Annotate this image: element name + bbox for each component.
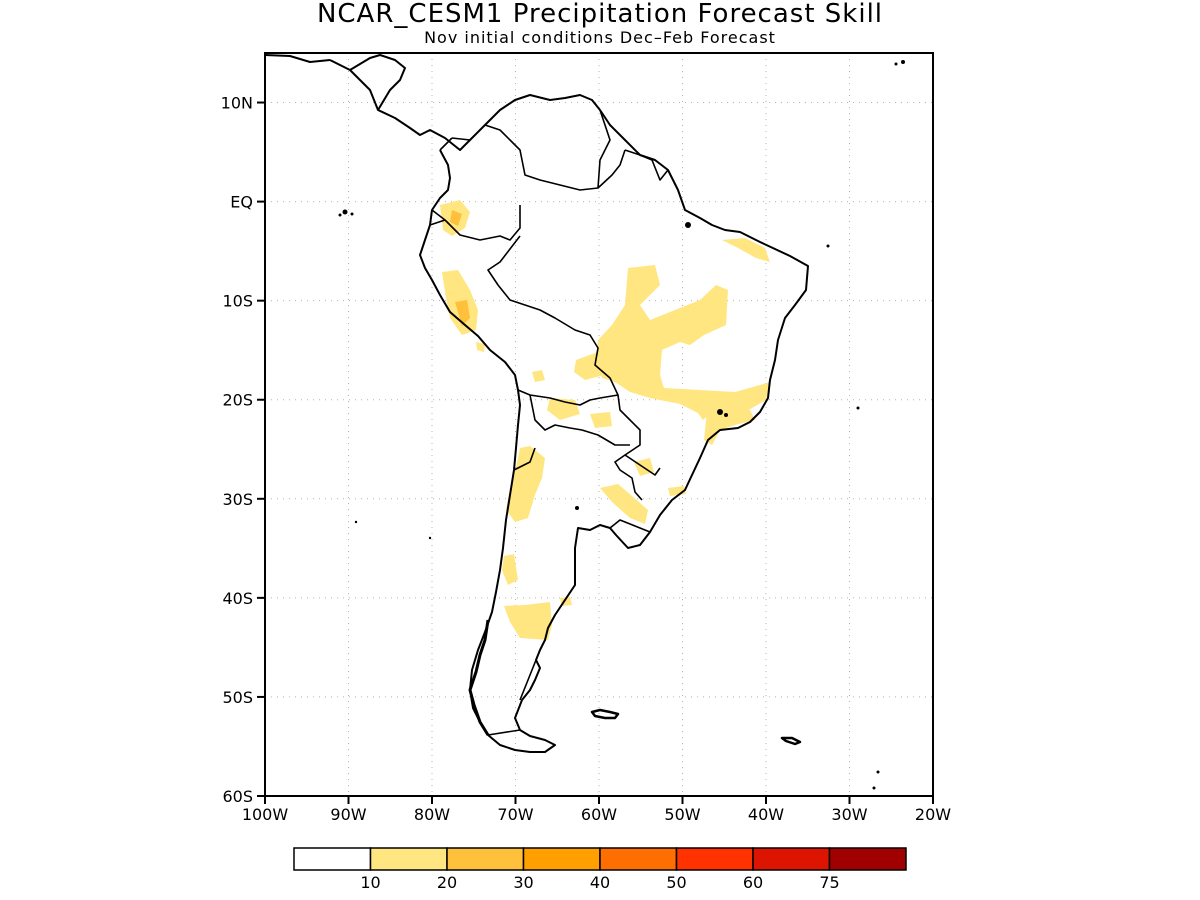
lon-tick-label: 100W xyxy=(242,805,289,824)
skill-region-central-chile xyxy=(502,554,518,585)
colorbar: 10 20 30 40 50 60 75 xyxy=(293,847,907,892)
skill-region-uruguay xyxy=(600,484,648,524)
lat-tick-label: 30S xyxy=(222,490,253,509)
chile-archipelago xyxy=(468,619,490,736)
lon-tick-label: 30W xyxy=(831,805,867,824)
lon-tick-label: 40W xyxy=(748,805,784,824)
lon-tick-label: 90W xyxy=(330,805,366,824)
colorbar-label: 20 xyxy=(437,873,457,892)
lon-tick-label: 50W xyxy=(664,805,700,824)
skill-region-peru-core xyxy=(455,300,470,326)
colorbar-label: 30 xyxy=(513,873,533,892)
colorbar-swatch xyxy=(752,847,831,871)
lon-tick-label: 80W xyxy=(414,805,450,824)
lon-tick-label: 60W xyxy=(581,805,617,824)
colorbar-swatch xyxy=(675,847,754,871)
skill-shading xyxy=(440,200,770,640)
map-subtitle: Nov initial conditions Dec–Feb Forecast xyxy=(424,28,776,47)
colorbar-swatch xyxy=(522,847,601,871)
skill-region-paraguay xyxy=(590,412,612,428)
colorbar-swatch xyxy=(828,847,907,871)
lat-tick-label: 60S xyxy=(222,787,253,806)
colorbar-label: 75 xyxy=(819,873,839,892)
small-islands xyxy=(338,60,905,790)
colorbar-swatch xyxy=(599,847,678,871)
lon-tick-label: 20W xyxy=(915,805,951,824)
skill-region-small-1 xyxy=(532,370,545,382)
colorbar-label: 60 xyxy=(743,873,763,892)
lat-tick-label: 50S xyxy=(222,688,253,707)
skill-region-peru-south xyxy=(476,342,485,352)
central-america-coast xyxy=(329,59,809,753)
skill-region-central-brazil xyxy=(596,265,770,420)
lat-tick-label: EQ xyxy=(230,193,253,212)
caribbean-coast xyxy=(265,54,406,111)
colorbar-label: 10 xyxy=(360,873,380,892)
lon-tick-label: 70W xyxy=(497,805,533,824)
skill-region-ecuador-core xyxy=(450,210,462,226)
skill-region-patagonia xyxy=(504,602,552,640)
colorbar-swatch xyxy=(446,847,525,871)
south-georgia xyxy=(780,736,802,746)
skill-region-southeast-brazil xyxy=(704,402,755,445)
map-title: NCAR_CESM1 Precipitation Forecast Skill xyxy=(316,0,884,29)
skill-region-northeast-brazil xyxy=(722,238,770,262)
lat-tick-label: 10N xyxy=(221,94,253,113)
colorbar-swatch xyxy=(369,847,448,871)
country-borders xyxy=(429,109,669,736)
colorbar-swatch xyxy=(293,847,372,871)
falkland-islands xyxy=(590,708,620,720)
lat-tick-label: 20S xyxy=(222,391,253,410)
skill-region-andes-north xyxy=(506,446,545,522)
lat-tick-label: 10S xyxy=(222,292,253,311)
colorbar-label: 50 xyxy=(666,873,686,892)
colorbar-label: 40 xyxy=(590,873,610,892)
coastlines xyxy=(265,54,809,753)
lat-tick-label: 40S xyxy=(222,589,253,608)
